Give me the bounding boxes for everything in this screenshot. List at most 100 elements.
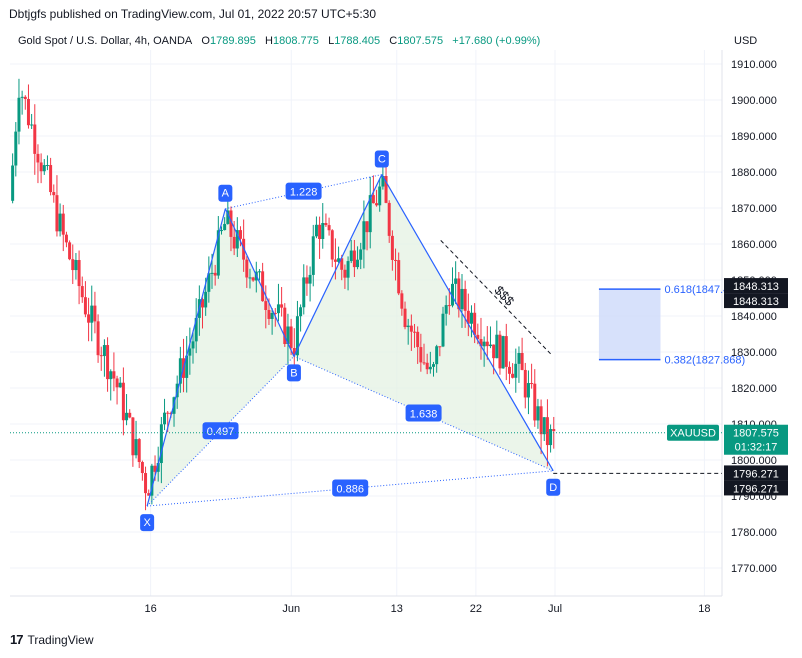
y-tick-label: 1800.000 xyxy=(731,455,777,467)
point-label-text: X xyxy=(143,517,151,529)
candle-body xyxy=(267,309,271,319)
ratio-label-1.638: 1.638 xyxy=(405,404,442,422)
candle-body xyxy=(137,439,141,463)
point-label-bg xyxy=(218,184,233,202)
candle-body xyxy=(523,369,527,398)
published-header: Dbtjgfs published on TradingView.com, Ju… xyxy=(9,7,377,21)
candle-body xyxy=(305,277,309,284)
price-axis-label-text: 1848.313 xyxy=(733,281,779,293)
symbol-tag-text: XAUUSD xyxy=(670,428,716,440)
symbol-tag: XAUUSD xyxy=(667,424,719,441)
price-axis-label: 1796.271 xyxy=(724,480,788,496)
candle-body xyxy=(450,283,454,306)
point-label-D: D xyxy=(546,478,561,496)
ratio-label-text: 0.497 xyxy=(207,426,235,438)
candle-body xyxy=(337,258,341,262)
point-label-text: D xyxy=(549,482,557,494)
candle-body xyxy=(204,291,208,308)
xab-triangle xyxy=(147,208,294,507)
candle-body xyxy=(74,260,78,271)
ratio-label-1.228: 1.228 xyxy=(285,182,322,200)
candle-body xyxy=(400,293,404,309)
candle-body xyxy=(36,153,40,163)
candle-body xyxy=(425,362,429,370)
candle-body xyxy=(356,259,360,268)
candle-body xyxy=(438,346,442,348)
ratio-label-text: 1.638 xyxy=(410,409,438,421)
candle-body xyxy=(552,429,556,432)
candle-body xyxy=(210,272,214,274)
x-tick-label: 18 xyxy=(698,603,710,615)
candle-body xyxy=(447,305,451,307)
candle-body xyxy=(492,344,496,359)
footer-brand: 17 TradingView xyxy=(10,632,94,647)
candle-body xyxy=(26,98,30,126)
candle-body xyxy=(23,96,27,99)
y-tick-label: 1870.000 xyxy=(731,203,777,215)
high-value: 1808.775 xyxy=(273,35,319,47)
candle-body xyxy=(549,429,553,446)
price-axis-label-bg xyxy=(724,293,788,309)
candle-body xyxy=(413,331,417,333)
pattern-leg xyxy=(293,174,383,357)
candle-body xyxy=(140,462,144,474)
candle-body xyxy=(542,417,546,435)
candle-body xyxy=(248,277,252,279)
candle-body xyxy=(251,277,255,281)
candle-body xyxy=(340,258,344,270)
x-tick-label: Jul xyxy=(548,603,562,615)
candle-body xyxy=(387,202,391,236)
candle-body xyxy=(476,334,480,340)
currency-label: USD xyxy=(734,35,758,47)
candle-body xyxy=(121,382,125,421)
point-label-X: X xyxy=(140,514,155,532)
candle-body xyxy=(416,331,420,348)
candle-body xyxy=(330,230,334,260)
pattern-leg xyxy=(224,208,295,357)
y-tick-label: 1770.000 xyxy=(731,563,777,575)
fib-zone xyxy=(598,289,661,360)
candle-body xyxy=(504,336,508,367)
candle-body xyxy=(147,493,151,496)
candle-body xyxy=(276,304,280,314)
candle-body xyxy=(238,230,242,239)
candle-body xyxy=(545,417,549,446)
candle-body xyxy=(17,97,21,132)
candle-body xyxy=(343,269,347,278)
candle-body xyxy=(409,325,413,332)
candle-body xyxy=(163,412,167,425)
candle-body xyxy=(333,259,337,262)
candle-body xyxy=(517,352,521,364)
candle-body xyxy=(261,271,265,302)
candle-body xyxy=(245,259,249,278)
symbol-legend: Gold Spot / U.S. Dollar, 4h, OANDA O1789… xyxy=(18,35,540,47)
candle-body xyxy=(55,195,59,232)
candle-body xyxy=(479,339,483,347)
candle-body xyxy=(194,317,198,342)
candle-body xyxy=(295,316,299,356)
candle-body xyxy=(311,236,315,275)
price-axis-label: 1848.313 xyxy=(724,278,788,294)
candle-body xyxy=(58,213,62,232)
candle-body xyxy=(428,366,432,370)
ratio-label-text: 0.886 xyxy=(336,483,364,495)
candle-body xyxy=(286,326,290,345)
candle-body xyxy=(185,355,189,378)
point-label-bg xyxy=(374,150,389,168)
candle-body xyxy=(219,230,223,232)
candle-body xyxy=(106,345,110,380)
candle-body xyxy=(61,213,65,235)
candle-body xyxy=(128,412,132,418)
candle-body xyxy=(368,195,372,233)
candle-body xyxy=(188,348,192,356)
candle-body xyxy=(232,236,236,249)
symbol-tag-bg xyxy=(667,424,719,441)
candle-body xyxy=(432,364,436,367)
symbol-name[interactable]: Gold Spot / U.S. Dollar, 4h, OANDA xyxy=(18,35,193,47)
point-label-text: B xyxy=(290,367,297,379)
change-value: +17.680 (+0.99%) xyxy=(452,35,541,47)
candle-body xyxy=(144,473,148,494)
candle-body xyxy=(226,210,230,224)
y-tick-label: 1860.000 xyxy=(731,239,777,251)
